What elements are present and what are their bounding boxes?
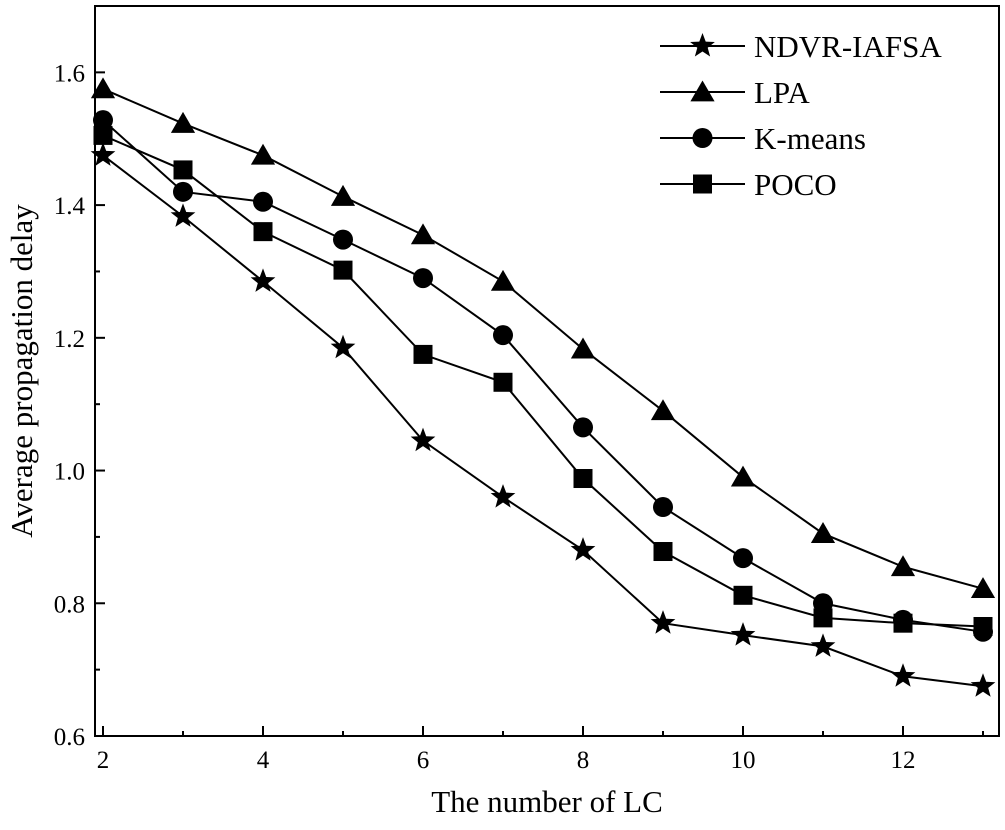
data-point-poco [173,160,193,180]
legend-label-ndvr-iafsa: NDVR-IAFSA [754,29,942,64]
data-point-k-means [573,417,593,438]
series-poco [93,125,993,636]
x-tick-label: 8 [577,747,590,774]
series-line-k-means [102,119,984,633]
x-axis-label: The number of LC [431,784,663,819]
data-point-ndvr-iafsa [250,268,276,292]
series-lpa [90,77,996,599]
series-line-poco [102,134,984,628]
legend-label-k-means: K-means [754,121,866,156]
data-point-ndvr-iafsa [570,537,596,561]
data-point-poco [813,608,833,628]
y-axis-label: Average propagation delay [4,204,39,538]
data-point-ndvr-iafsa [890,663,916,687]
data-point-poco [493,372,513,392]
data-point-poco [973,617,993,636]
data-point-k-means [333,229,353,250]
y-tick-label: 0.6 [54,724,85,751]
data-point-ndvr-iafsa [330,334,356,359]
data-point-lpa [170,111,196,133]
data-point-ndvr-iafsa [970,673,996,697]
data-point-k-means [733,548,753,569]
legend-label-lpa: LPA [754,75,810,110]
data-point-k-means [173,181,193,202]
data-point-lpa [650,399,676,421]
x-tick-label: 6 [417,747,430,774]
data-point-poco [653,542,673,562]
data-point-poco [733,585,753,605]
data-point-lpa [970,577,996,599]
data-point-lpa [90,77,116,99]
data-point-lpa [490,269,516,291]
x-tick-label: 10 [731,747,756,774]
data-point-k-means [653,497,673,518]
y-tick-label: 0.8 [54,591,85,618]
data-point-k-means [493,325,513,346]
data-point-lpa [250,143,276,165]
y-tick-label: 1.0 [54,459,85,486]
data-point-ndvr-iafsa [650,610,676,634]
data-point-ndvr-iafsa [490,484,516,508]
data-point-lpa [730,465,756,487]
data-point-k-means [413,268,433,289]
data-point-ndvr-iafsa [730,622,756,646]
data-point-poco [413,344,433,364]
data-point-ndvr-iafsa [90,142,116,166]
data-point-lpa [810,522,836,543]
data-point-lpa [890,555,916,577]
x-tick-label: 2 [97,747,110,774]
legend-marker-poco [693,174,712,194]
data-point-poco [893,613,913,633]
legend-marker-ndvr-iafsa [690,33,715,57]
data-point-poco [333,260,353,280]
y-tick-label: 1.4 [54,193,86,220]
data-point-k-means [813,593,833,614]
plot-frame [94,5,1000,737]
legend-marker-k-means [692,128,713,148]
data-point-ndvr-iafsa [170,203,196,227]
x-tick-label: 12 [891,747,916,774]
data-point-ndvr-iafsa [810,633,836,657]
legend: NDVR-IAFSA LPA K-means POCO [660,29,942,202]
data-point-lpa [330,184,356,206]
series-line-ndvr-iafsa [102,154,984,688]
series-k-means [93,110,993,642]
data-point-k-means [93,110,113,131]
data-point-ndvr-iafsa [410,427,436,452]
legend-label-poco: POCO [754,167,837,202]
series-line-lpa [102,88,984,590]
data-point-lpa [410,223,436,245]
data-point-k-means [253,191,273,212]
series-ndvr-iafsa [90,142,996,697]
y-tick-label: 1.2 [54,326,85,353]
y-tick-label: 1.6 [54,60,85,87]
data-point-lpa [570,337,596,359]
data-point-poco [253,222,273,242]
data-point-poco [573,469,593,489]
x-tick-label: 4 [257,747,270,774]
legend-marker-lpa [690,80,715,102]
data-point-poco [93,125,113,145]
